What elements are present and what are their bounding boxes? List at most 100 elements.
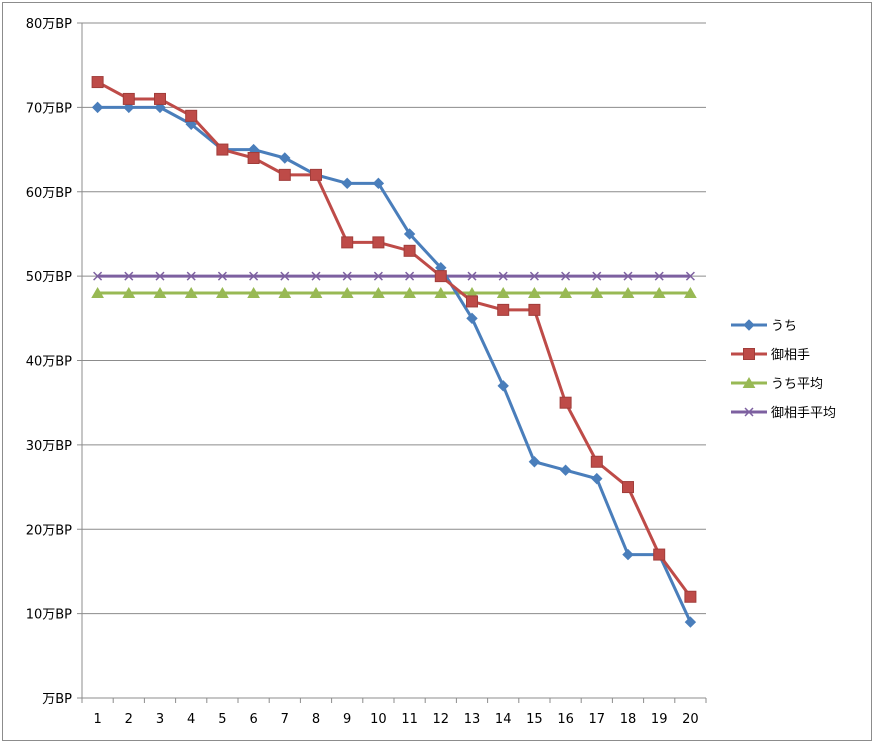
legend-marker bbox=[742, 377, 756, 388]
legend-item: 御相手 bbox=[731, 348, 810, 363]
data-point-marker bbox=[621, 287, 635, 298]
data-point-marker bbox=[559, 464, 572, 476]
data-point-marker bbox=[684, 616, 697, 628]
data-point-marker bbox=[466, 295, 478, 308]
data-point-marker bbox=[311, 271, 321, 281]
data-point-marker bbox=[561, 271, 571, 281]
legend-label: うち平均 bbox=[771, 377, 823, 392]
data-point-marker bbox=[403, 287, 416, 298]
data-point-marker bbox=[529, 271, 539, 281]
series-3 bbox=[91, 287, 697, 298]
data-point-marker bbox=[278, 168, 291, 181]
data-point-marker bbox=[310, 168, 322, 181]
data-point-marker bbox=[309, 287, 323, 298]
data-point-marker bbox=[496, 287, 510, 298]
data-point-marker bbox=[559, 287, 572, 298]
x-tick-label: 4 bbox=[187, 712, 195, 727]
data-point-marker bbox=[372, 236, 385, 249]
x-tick-label: 3 bbox=[156, 712, 164, 727]
data-point-marker bbox=[247, 287, 260, 298]
data-point-marker bbox=[185, 109, 198, 122]
y-tick-label: 30万BP bbox=[26, 439, 72, 454]
y-tick-label: 50万BP bbox=[26, 270, 72, 285]
data-point-marker bbox=[559, 396, 572, 409]
legend-item: 御相手平均 bbox=[731, 406, 836, 421]
series-line bbox=[97, 105, 692, 623]
data-point-marker bbox=[280, 271, 290, 281]
x-tick-label: 2 bbox=[125, 712, 133, 727]
data-point-marker bbox=[685, 271, 695, 281]
x-tick-label: 9 bbox=[343, 712, 351, 727]
data-point-marker bbox=[373, 271, 383, 281]
series-group bbox=[91, 76, 697, 628]
y-tick-labels: 万BP 10万BP 20万BP 30万BP 40万BP 50万BP 60万BP 70万BP 80… bbox=[26, 17, 72, 707]
data-point-marker bbox=[684, 590, 697, 603]
data-point-marker bbox=[216, 287, 229, 298]
legend-marker bbox=[744, 407, 754, 417]
x-tick-label: 15 bbox=[526, 712, 543, 727]
data-point-marker bbox=[340, 287, 354, 298]
x-tick-label: 7 bbox=[281, 712, 289, 727]
data-point-marker bbox=[91, 76, 104, 89]
legend-label: 御相手平均 bbox=[771, 406, 836, 421]
data-point-marker bbox=[278, 287, 292, 298]
data-point-marker bbox=[403, 244, 416, 257]
legend-label: 御相手 bbox=[771, 348, 810, 363]
data-point-marker bbox=[466, 312, 478, 325]
data-point-marker bbox=[622, 548, 634, 561]
data-point-marker bbox=[497, 303, 510, 316]
data-point-marker bbox=[622, 481, 634, 494]
y-tick-label: 80万BP bbox=[26, 17, 72, 32]
data-point-marker bbox=[154, 92, 166, 105]
data-point-marker bbox=[372, 287, 385, 298]
legend-item: うち bbox=[731, 319, 797, 334]
data-point-marker bbox=[217, 271, 227, 281]
data-point-marker bbox=[653, 548, 666, 561]
data-point-marker bbox=[155, 271, 165, 281]
y-tick-label: 万BP bbox=[42, 692, 72, 707]
data-point-marker bbox=[91, 287, 104, 298]
x-tick-label: 13 bbox=[464, 712, 481, 727]
legend-item: うち平均 bbox=[731, 377, 823, 392]
data-point-marker bbox=[184, 287, 198, 298]
x-tick-label: 16 bbox=[557, 712, 574, 727]
x-tick-label: 8 bbox=[312, 712, 320, 727]
data-point-marker bbox=[497, 380, 509, 392]
x-tick-label: 20 bbox=[682, 712, 699, 727]
x-tick-label: 10 bbox=[370, 712, 387, 727]
series-line bbox=[96, 80, 692, 598]
x-tick-label: 1 bbox=[93, 712, 101, 727]
line-chart: 万BP 10万BP 20万BP 30万BP 40万BP 50万BP 60万BP 70万BP 80… bbox=[26, 17, 836, 727]
data-point-marker bbox=[467, 271, 477, 281]
data-point-marker bbox=[498, 271, 508, 281]
data-point-marker bbox=[279, 152, 291, 164]
data-point-marker bbox=[341, 236, 354, 249]
data-point-marker bbox=[528, 456, 541, 468]
x-tick-label: 5 bbox=[218, 712, 226, 727]
data-point-marker bbox=[654, 271, 664, 281]
data-point-marker bbox=[528, 303, 541, 316]
data-point-marker bbox=[91, 101, 104, 114]
data-point-marker bbox=[249, 271, 259, 281]
data-point-marker bbox=[186, 271, 196, 281]
legend-marker bbox=[743, 319, 755, 331]
data-point-marker bbox=[590, 455, 603, 468]
x-tick-labels: 1 2 3 4 5 6 7 8 9 10 11 12 13 14 15 16 17 18 19 20 bbox=[93, 712, 698, 727]
axes bbox=[77, 22, 707, 703]
data-point-marker bbox=[93, 271, 103, 281]
data-point-marker bbox=[684, 287, 697, 298]
data-point-marker bbox=[434, 287, 448, 298]
data-point-marker bbox=[153, 287, 167, 298]
y-tick-label: 60万BP bbox=[26, 186, 72, 201]
data-point-marker bbox=[247, 152, 260, 164]
gridlines bbox=[82, 22, 706, 615]
data-point-marker bbox=[434, 270, 447, 283]
data-point-marker bbox=[122, 287, 136, 298]
data-point-marker bbox=[591, 472, 603, 485]
data-point-marker bbox=[372, 177, 385, 190]
series-1 bbox=[91, 101, 697, 628]
x-tick-label: 11 bbox=[401, 712, 418, 727]
data-point-marker bbox=[590, 287, 604, 298]
